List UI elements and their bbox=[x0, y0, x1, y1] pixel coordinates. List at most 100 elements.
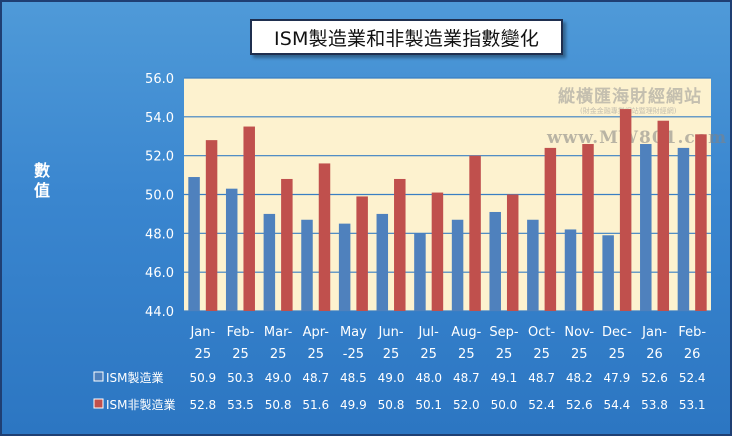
data-label: 48.2 bbox=[566, 371, 593, 385]
data-label: 53.5 bbox=[227, 398, 254, 412]
data-label: 52.0 bbox=[453, 398, 480, 412]
data-label: 52.6 bbox=[566, 398, 593, 412]
x-tick-label: 25 bbox=[496, 347, 513, 362]
x-tick-label: Oct- bbox=[528, 325, 555, 340]
x-tick-label: Aug- bbox=[451, 325, 481, 340]
data-label: 53.1 bbox=[679, 398, 706, 412]
x-tick-label: Jun- bbox=[378, 325, 404, 340]
bar-non-manufacturing bbox=[243, 126, 255, 312]
y-tick-label: 56.0 bbox=[145, 72, 174, 87]
x-tick-label: 25 bbox=[195, 347, 212, 362]
bar-non-manufacturing bbox=[394, 178, 406, 311]
bar-manufacturing bbox=[527, 219, 539, 311]
data-label: 52.4 bbox=[528, 398, 555, 412]
bar-manufacturing bbox=[225, 188, 238, 311]
bar-non-manufacturing bbox=[469, 155, 481, 311]
y-tick-label: 50.0 bbox=[145, 189, 174, 204]
bar-non-manufacturing bbox=[619, 109, 632, 311]
data-label: 50.9 bbox=[189, 371, 216, 385]
x-tick-label: Jan- bbox=[641, 325, 667, 340]
bar-non-manufacturing bbox=[544, 147, 557, 311]
data-label: 48.7 bbox=[453, 371, 480, 385]
x-tick-label: Dec- bbox=[602, 325, 632, 340]
x-tick-label: 25 bbox=[383, 347, 400, 362]
y-tick-label: 54.0 bbox=[145, 111, 174, 126]
bar-manufacturing bbox=[451, 219, 464, 311]
x-tick-label: 26 bbox=[646, 347, 663, 362]
x-tick-label: 25 bbox=[420, 347, 437, 362]
x-tick-label: Jul- bbox=[417, 325, 439, 340]
legend-label: ISM製造業 bbox=[106, 371, 164, 385]
bar-non-manufacturing bbox=[356, 196, 368, 311]
data-label: 49.0 bbox=[378, 371, 405, 385]
x-tick-label: 25 bbox=[307, 347, 324, 362]
x-tick-label: Feb- bbox=[678, 325, 706, 340]
data-label: 52.6 bbox=[641, 371, 668, 385]
bar-manufacturing bbox=[677, 147, 690, 311]
bar-non-manufacturing bbox=[582, 144, 594, 311]
x-tick-label: Sep- bbox=[489, 325, 519, 340]
bar-non-manufacturing bbox=[506, 194, 519, 311]
data-label: 50.1 bbox=[415, 398, 442, 412]
data-label: 51.6 bbox=[302, 398, 329, 412]
bar-manufacturing bbox=[188, 177, 200, 311]
bar-manufacturing bbox=[301, 219, 313, 311]
x-tick-label: Apr- bbox=[303, 325, 330, 340]
x-tick-label: 25 bbox=[270, 347, 287, 362]
bar-manufacturing bbox=[338, 223, 351, 311]
x-tick-label: Nov- bbox=[564, 325, 594, 340]
x-tick-label: 25 bbox=[609, 347, 626, 362]
data-label: 52.4 bbox=[679, 371, 706, 385]
data-label: 48.7 bbox=[302, 371, 329, 385]
chart-title-box: ISM製造業和非製造業指數變化 bbox=[250, 19, 563, 55]
data-label: 49.1 bbox=[491, 371, 518, 385]
bar-manufacturing bbox=[263, 213, 276, 311]
data-label: 49.0 bbox=[265, 371, 292, 385]
bar-non-manufacturing bbox=[431, 192, 444, 311]
y-tick-label: 48.0 bbox=[145, 227, 174, 242]
data-label: 54.4 bbox=[604, 398, 631, 412]
data-label: 50.8 bbox=[378, 398, 405, 412]
y-tick-label: 52.0 bbox=[145, 150, 174, 165]
x-tick-label: 26 bbox=[684, 347, 701, 362]
bar-manufacturing bbox=[602, 235, 614, 311]
x-tick-label: May bbox=[340, 325, 367, 340]
legend-swatch bbox=[93, 371, 104, 382]
y-tick-label: 44.0 bbox=[145, 305, 174, 320]
data-label: 52.8 bbox=[189, 398, 216, 412]
x-tick-label: Mar- bbox=[264, 325, 293, 340]
x-tick-label: Jan- bbox=[189, 325, 215, 340]
watermark-url: www.MW801.com bbox=[547, 128, 728, 148]
bar-non-manufacturing bbox=[318, 163, 331, 311]
data-label: 53.8 bbox=[641, 398, 668, 412]
data-label: 50.3 bbox=[227, 371, 254, 385]
data-label: 48.7 bbox=[528, 371, 555, 385]
bar-non-manufacturing bbox=[205, 140, 218, 311]
bar-manufacturing bbox=[564, 229, 577, 311]
x-tick-label: 25 bbox=[533, 347, 550, 362]
legend-label: ISM非製造業 bbox=[106, 398, 176, 412]
data-label: 49.9 bbox=[340, 398, 367, 412]
bar-manufacturing bbox=[489, 211, 501, 311]
bar-manufacturing bbox=[640, 144, 652, 311]
watermark-name: 縱橫匯海財經網站 bbox=[558, 87, 702, 107]
bar-non-manufacturing bbox=[281, 178, 293, 311]
x-tick-label: 25 bbox=[232, 347, 249, 362]
bar-manufacturing bbox=[414, 233, 426, 311]
data-label: 47.9 bbox=[604, 371, 631, 385]
data-label: 50.0 bbox=[491, 398, 518, 412]
x-tick-label: 25 bbox=[571, 347, 588, 362]
data-label: 48.0 bbox=[415, 371, 442, 385]
legend-swatch bbox=[93, 398, 104, 409]
y-tick-label: 46.0 bbox=[145, 266, 174, 281]
chart-title: ISM製造業和非製造業指數變化 bbox=[273, 27, 540, 50]
bar-non-manufacturing bbox=[657, 120, 670, 311]
x-tick-label: Feb- bbox=[227, 325, 255, 340]
bar-non-manufacturing bbox=[695, 134, 707, 311]
bar-manufacturing bbox=[376, 213, 389, 311]
data-label: 48.5 bbox=[340, 371, 367, 385]
x-tick-label: -25 bbox=[343, 347, 364, 362]
y-axis-label: 數值 bbox=[31, 162, 50, 202]
